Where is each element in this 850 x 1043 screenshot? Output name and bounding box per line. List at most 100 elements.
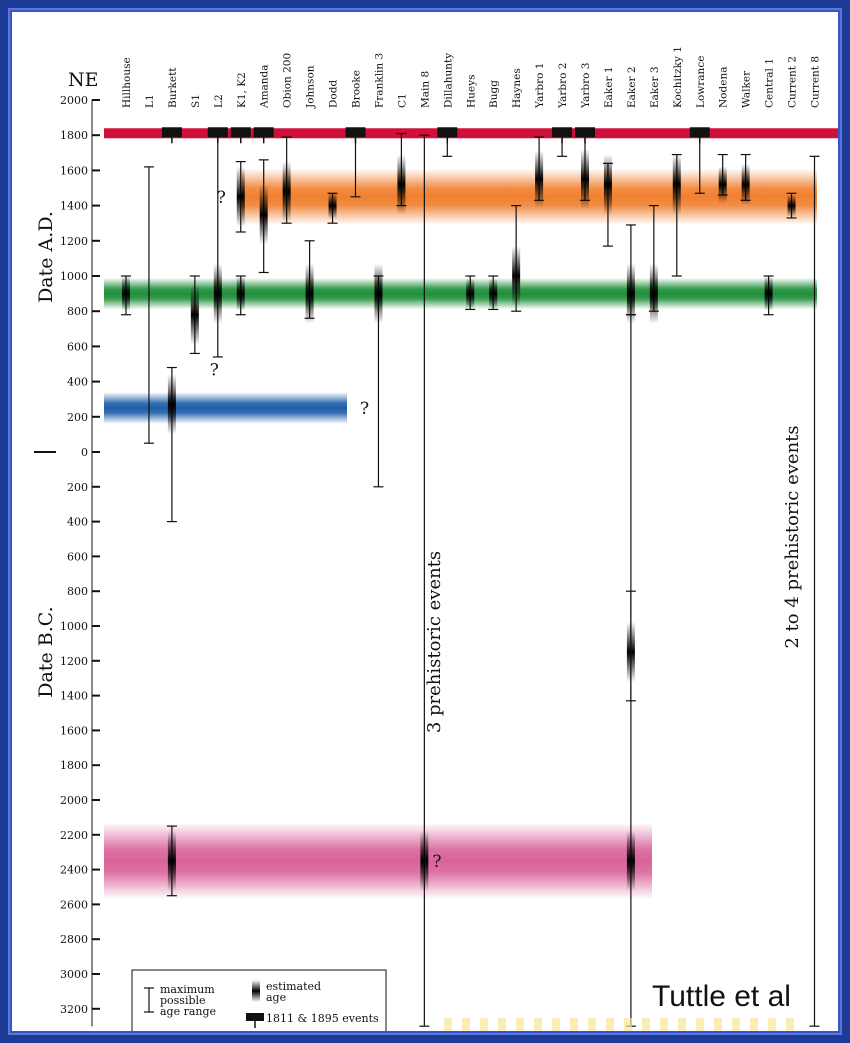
site-label-dodd: Dodd: [328, 80, 340, 108]
bottom-strip-mark: [534, 1018, 542, 1031]
question-mark: ?: [210, 360, 219, 380]
bottom-strip-mark: [462, 1018, 470, 1031]
age-range-obion-200: [281, 136, 292, 224]
estimated-age: [282, 161, 291, 222]
site-label-nodena: Nodena: [718, 67, 730, 108]
estimated-age: [190, 284, 199, 345]
site-label-yarbro-1: Yarbro 1: [534, 63, 546, 109]
historic-marker-brooke: [345, 127, 366, 144]
estimated-age: [466, 278, 475, 309]
historic-marker-yarbro-2: [552, 127, 573, 144]
credit-label: Tuttle et al: [652, 980, 791, 1013]
age-range-current-8: [809, 155, 820, 1027]
y-tick-label: 2000: [60, 94, 88, 107]
site-label-amanda: Amanda: [259, 64, 271, 109]
bottom-strip-mark: [480, 1018, 488, 1031]
age-range-hillhouse: [121, 275, 131, 316]
legend-estimate-icon: [252, 980, 260, 1002]
age-range-franklin-3: [373, 263, 384, 488]
site-label-eaker-2: Eaker 2: [626, 66, 638, 108]
historic-marker-burkett: [161, 127, 182, 144]
site-label-c1: C1: [396, 93, 408, 108]
historic-marker-l2: [207, 127, 228, 144]
bottom-strip-mark: [444, 1018, 452, 1031]
marker-bar: [437, 127, 458, 138]
bottom-strip-mark: [678, 1018, 686, 1031]
y-tick-label: 1400: [60, 690, 88, 703]
age-range-nodena: [717, 153, 728, 203]
site-label-s1: S1: [190, 94, 202, 108]
y-tick-label: 3200: [60, 1003, 88, 1016]
question-mark: ?: [360, 399, 369, 419]
historic-marker-lowrance: [689, 127, 710, 144]
historic-marker-k1-k2: [230, 127, 251, 144]
age-range-burkett: [166, 825, 177, 897]
historic-marker-dillahunty: [437, 127, 458, 144]
site-label-obion-200: Obion 200: [282, 53, 294, 108]
y-tick-label: 0: [81, 446, 88, 459]
age-range-k1-k2: [235, 275, 246, 316]
age-range-johnson: [304, 240, 315, 324]
y-tick-label: 3000: [60, 968, 88, 981]
age-range-central-1: [763, 275, 774, 316]
estimated-age: [649, 263, 658, 324]
y-axis-label-bc: Date B.C.: [35, 606, 57, 697]
site-label-main-8: Main 8: [419, 71, 431, 108]
age-range-kochitzky-1: [671, 153, 682, 277]
age-range-s1: [189, 275, 200, 355]
site-label-walker: Walker: [741, 70, 753, 108]
site-label-k1-k2: K1, K2: [236, 72, 248, 108]
site-label-johnson: Johnson: [305, 65, 317, 109]
site-label-kochitzky-1: Kochitzky 1: [672, 46, 684, 108]
site-label-haynes: Haynes: [511, 68, 523, 108]
site-label-bugg: Bugg: [488, 80, 500, 108]
y-tick-label: 2600: [60, 898, 88, 911]
estimated-age: [397, 154, 406, 215]
estimated-age: [581, 149, 589, 210]
age-range-yarbro-3: [580, 132, 590, 210]
event-band: [242, 168, 817, 225]
estimated-age: [213, 263, 222, 324]
site-label-current-8: Current 8: [810, 56, 822, 108]
paleoseismic-timeline-chart: 2000180016001400120010008006004002000200…: [34, 46, 838, 1031]
site-label-hueys: Hueys: [465, 75, 477, 108]
estimated-age: [236, 276, 245, 312]
age-range-l2: [212, 132, 223, 358]
bottom-strip-mark: [714, 1018, 722, 1031]
y-tick-label: 1800: [60, 129, 88, 142]
y-tick-label: 2800: [60, 933, 88, 946]
site-label-current-2: Current 2: [787, 56, 799, 108]
bottom-strip-mark: [624, 1018, 632, 1031]
site-label-central-1: Central 1: [764, 58, 776, 108]
estimated-age: [741, 163, 750, 206]
event-band: [104, 822, 652, 900]
estimated-age: [672, 154, 681, 215]
legend-estimate-label: age: [266, 991, 286, 1004]
y-tick-label: 2400: [60, 864, 88, 877]
age-range-main-8: [419, 134, 430, 1027]
estimated-age: [259, 184, 268, 245]
age-range-burkett: [166, 366, 177, 523]
estimated-age: [603, 154, 612, 215]
site-label-dillahunty: Dillahunty: [442, 53, 454, 108]
age-range-haynes: [511, 205, 522, 312]
y-tick-label: 1600: [60, 724, 88, 737]
y-tick-label: 400: [67, 516, 88, 529]
bottom-strip-mark: [570, 1018, 578, 1031]
y-tick-label: 600: [67, 550, 88, 563]
y-tick-label: 1000: [60, 620, 88, 633]
annotation-2-4-events: 2 to 4 prehistoric events: [782, 425, 803, 648]
age-range-bugg: [488, 275, 499, 311]
event-band: [104, 392, 347, 424]
bottom-strip-mark: [768, 1018, 776, 1031]
age-range-hueys: [465, 275, 476, 311]
estimated-age: [236, 166, 245, 227]
site-label-l1: L1: [144, 94, 156, 108]
marker-bar: [161, 127, 182, 138]
bottom-strip-mark: [642, 1018, 650, 1031]
estimated-age: [122, 276, 130, 312]
annotation-3-events: 3 prehistoric events: [424, 551, 445, 733]
legend-marker-label: 1811 & 1895 events: [266, 1012, 379, 1025]
site-label-eaker-3: Eaker 3: [649, 66, 661, 108]
age-range-c1: [396, 132, 407, 215]
